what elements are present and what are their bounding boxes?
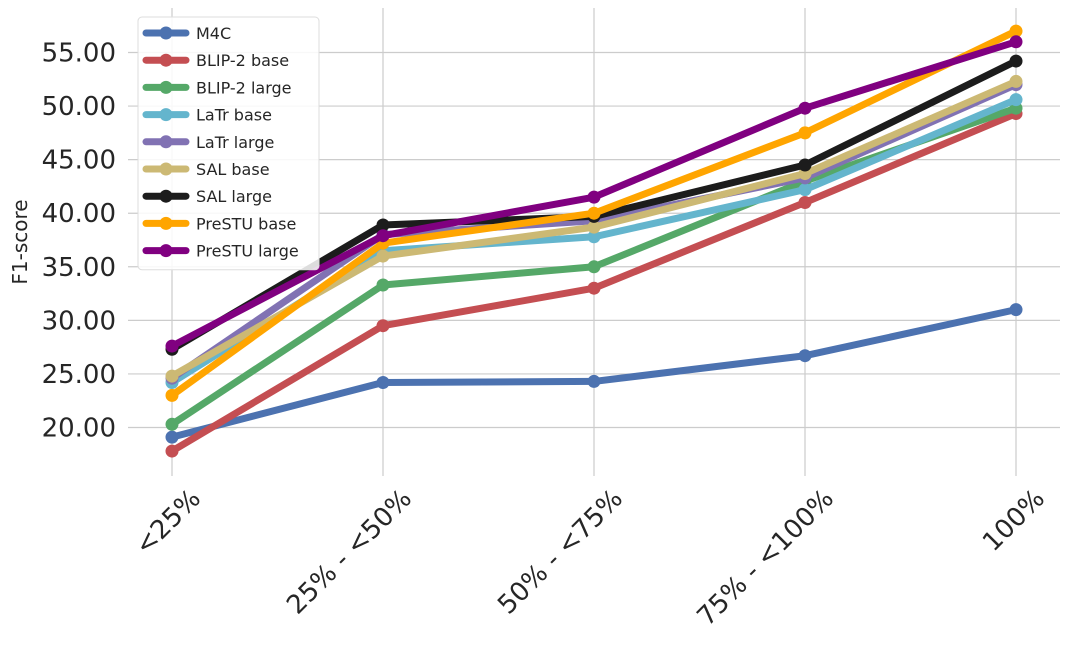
x-tick-label: 50% - <75% (492, 484, 629, 621)
legend-label: LaTr base (196, 106, 272, 125)
legend-label: BLIP-2 base (196, 51, 289, 70)
data-point (376, 229, 390, 243)
data-point (376, 278, 390, 292)
data-point (798, 349, 812, 363)
data-point (587, 374, 601, 388)
legend-label: BLIP-2 large (196, 78, 292, 97)
data-point (1009, 74, 1023, 88)
series-lines (165, 24, 1023, 458)
y-tick-label: 45.00 (42, 146, 116, 176)
legend-marker (159, 108, 173, 122)
data-point (587, 190, 601, 204)
data-point (376, 218, 390, 232)
legend-marker (159, 162, 173, 176)
data-point (165, 430, 179, 444)
legend-label: SAL large (196, 187, 272, 206)
series-m4c (165, 303, 1023, 444)
legend-label: PreSTU base (196, 214, 296, 233)
data-point (587, 260, 601, 274)
data-point (798, 183, 812, 197)
legend-marker (159, 189, 173, 203)
data-point (376, 249, 390, 263)
x-tick-label: 75% - <100% (692, 484, 840, 632)
legend-label: PreSTU large (196, 242, 299, 261)
y-tick-label: 55.00 (42, 39, 116, 69)
data-point (1009, 24, 1023, 38)
data-point (376, 319, 390, 333)
data-point (798, 101, 812, 115)
y-axis-ticks: 20.00 25.00 30.00 35.00 40.00 45.00 50.00 55.00 (42, 39, 116, 444)
y-tick-label: 25.00 (42, 360, 116, 390)
data-point (165, 388, 179, 402)
legend-marker (159, 80, 173, 94)
legend-marker (159, 26, 173, 40)
series-prestu-large (165, 35, 1023, 353)
data-point (798, 196, 812, 209)
legend-marker (159, 244, 173, 258)
data-point (798, 126, 812, 140)
data-point (165, 417, 179, 431)
legend-label: M4C (196, 24, 231, 43)
y-tick-label: 35.00 (42, 253, 116, 283)
data-point (587, 206, 601, 220)
data-point (1009, 93, 1023, 107)
x-tick-label: 100% (977, 484, 1051, 558)
legend-marker (159, 53, 173, 67)
legend-label: SAL base (196, 160, 270, 179)
y-tick-label: 40.00 (42, 199, 116, 229)
data-point (165, 444, 179, 458)
y-axis-label: F1-score (8, 199, 32, 284)
data-point (376, 376, 390, 389)
x-tick-label: 25% - <50% (281, 484, 418, 621)
data-point (587, 230, 601, 244)
data-point (587, 281, 601, 295)
data-point (798, 158, 812, 172)
series-prestu-base (165, 24, 1023, 402)
data-point (587, 220, 601, 234)
legend-label: LaTr large (196, 133, 274, 152)
data-point (1009, 35, 1023, 49)
data-point (165, 339, 179, 353)
legend-box (137, 16, 320, 271)
x-tick-label: <25% (129, 484, 206, 561)
y-tick-label: 50.00 (42, 92, 116, 122)
data-point (1009, 54, 1023, 68)
legend: M4C BLIP-2 base BLIP-2 large LaTr base LaTr … (137, 16, 320, 271)
legend-marker (159, 216, 173, 230)
y-tick-label: 30.00 (42, 306, 116, 336)
data-point (1009, 303, 1023, 317)
x-axis-ticks: <25% 25% - <50% 50% - <75% 75% - <100% 100% (129, 484, 1050, 632)
legend-marker (159, 135, 173, 149)
data-point (165, 369, 179, 383)
y-tick-label: 20.00 (42, 414, 116, 444)
